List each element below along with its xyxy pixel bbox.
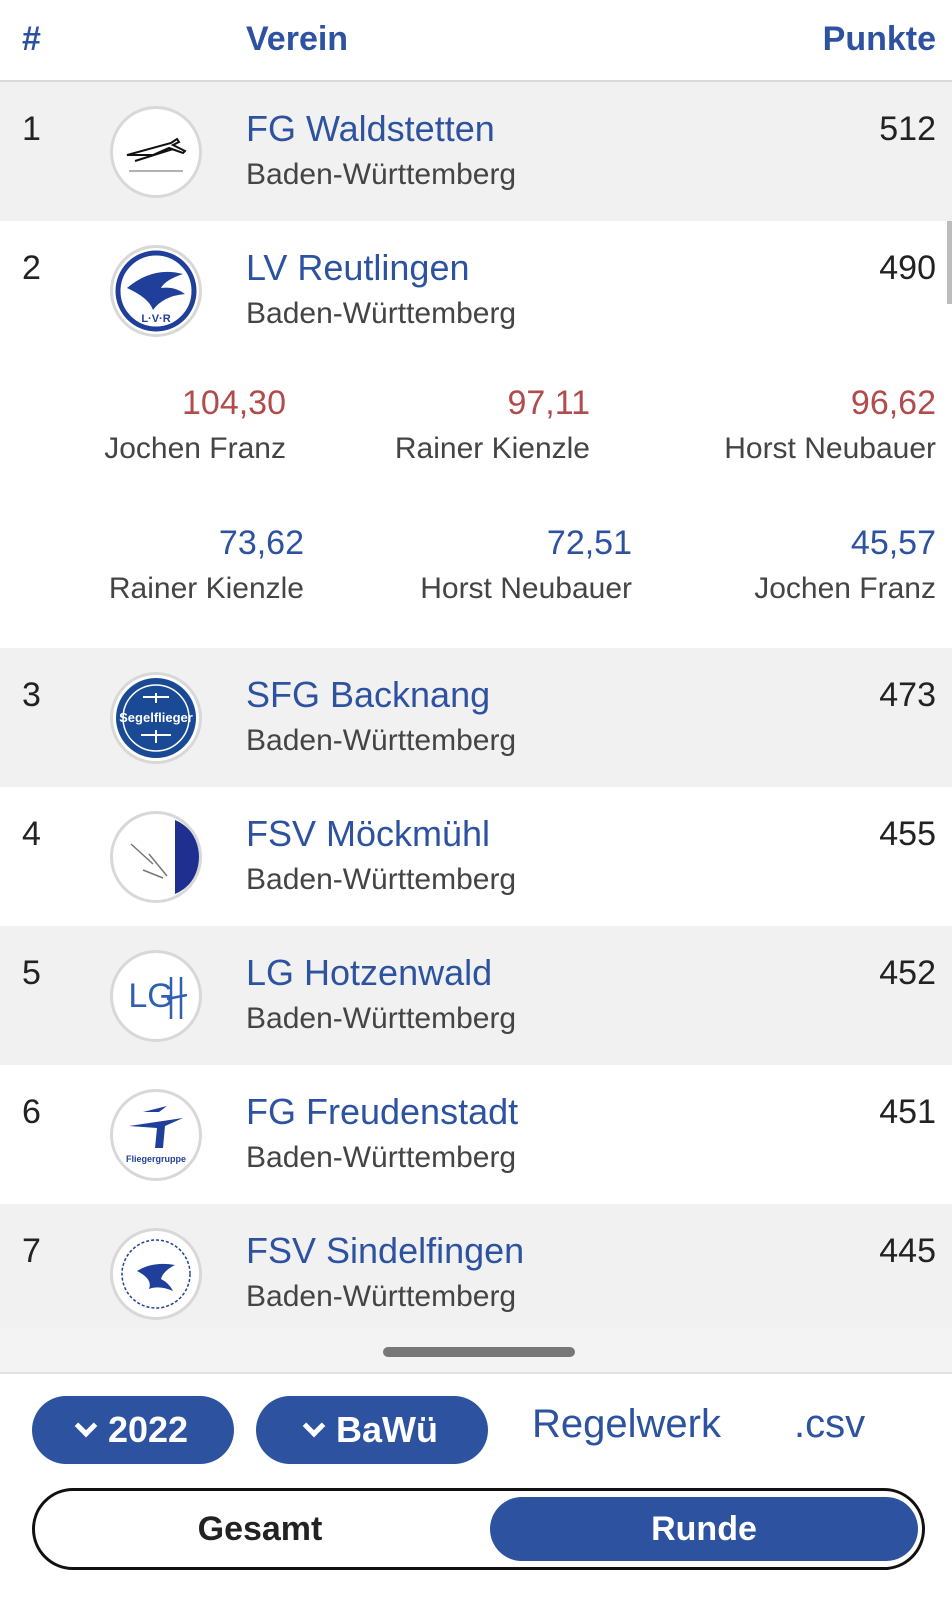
pilot-score-cell[interactable]: 97,11 Rainer Kienzle	[395, 380, 590, 472]
rank-number: 5	[22, 954, 41, 992]
table-row[interactable]: 1 FG Waldstetten Baden-Württemberg 512	[0, 82, 952, 221]
rank-number: 2	[22, 249, 41, 287]
club-name-link[interactable]: LG Hotzenwald	[246, 952, 493, 993]
table-header: # Verein Punkte	[0, 0, 952, 82]
table-row[interactable]: 4 FSV Möckmühl Baden-Württemberg 455	[0, 787, 952, 926]
pilot-score: 72,51	[546, 524, 632, 562]
scrollbar-handle[interactable]	[383, 1347, 575, 1357]
pilot-name: Horst Neubauer	[724, 432, 936, 465]
table-row[interactable]: 6 Fliegergruppe FG Freudenstadt Baden-Wü…	[0, 1065, 952, 1204]
rank-number: 6	[22, 1093, 41, 1131]
club-name-link[interactable]: FG Waldstetten	[246, 108, 495, 149]
club-region: Baden-Württemberg	[246, 1141, 517, 1174]
club-column-header[interactable]: Verein	[246, 20, 349, 58]
table-row[interactable]: 7 FSV Sindelfingen Baden-Württemberg 445	[0, 1204, 952, 1328]
toggle-gesamt[interactable]: Gesamt	[197, 1509, 323, 1548]
club-logo-lgh-icon: LG	[110, 950, 202, 1042]
club-points: 445	[879, 1232, 936, 1270]
rank-number: 3	[22, 676, 41, 714]
club-name-link[interactable]: SFG Backnang	[246, 674, 491, 715]
pilot-score-cell[interactable]: 104,30 Jochen Franz	[104, 380, 286, 472]
club-region: Baden-Württemberg	[246, 863, 517, 896]
pilot-score-cell[interactable]: 73,62 Rainer Kienzle	[109, 520, 304, 612]
club-logo-eagle-seal-icon	[110, 1228, 202, 1320]
year-dropdown-label: 2022	[107, 1409, 189, 1450]
pilot-score-cell[interactable]: 72,51 Horst Neubauer	[420, 520, 632, 612]
pilot-name: Jochen Franz	[104, 432, 286, 465]
club-name-link[interactable]: FG Freudenstadt	[246, 1091, 519, 1132]
club-region: Baden-Württemberg	[246, 158, 517, 191]
pilot-scores-row-2: 73,62 Rainer Kienzle 72,51 Horst Neubaue…	[0, 520, 952, 630]
svg-text:LG: LG	[128, 977, 173, 1015]
footer-controls: 2022 BaWü Regelwerk .csv Gesamt Runde	[0, 1376, 952, 1600]
pilot-score: 45,57	[850, 524, 936, 562]
pilot-score: 96,62	[850, 384, 936, 422]
rank-number: 7	[22, 1232, 41, 1270]
pilot-score: 104,30	[182, 384, 286, 422]
horizontal-scrollbar[interactable]	[0, 1328, 952, 1374]
chevron-down-icon	[74, 1414, 98, 1438]
view-toggle[interactable]: Gesamt Runde	[32, 1488, 925, 1570]
pilot-score: 97,11	[507, 384, 590, 422]
club-region: Baden-Württemberg	[246, 297, 517, 330]
club-points: 452	[879, 954, 936, 992]
pilot-name: Rainer Kienzle	[394, 432, 590, 465]
points-column-header[interactable]: Punkte	[822, 20, 936, 58]
pilot-name: Horst Neubauer	[420, 572, 632, 605]
rank-number: 4	[22, 815, 41, 853]
csv-export-link[interactable]: .csv	[794, 1402, 866, 1446]
club-region: Baden-Württemberg	[246, 724, 517, 757]
club-points: 490	[879, 249, 936, 287]
pilot-score-cell[interactable]: 96,62 Horst Neubauer	[724, 380, 936, 472]
svg-text:Fliegergruppe: Fliegergruppe	[126, 1154, 186, 1164]
pilot-scores-row-1: 104,30 Jochen Franz 97,11 Rainer Kienzle…	[0, 380, 952, 490]
region-dropdown[interactable]: BaWü	[256, 1396, 488, 1464]
club-region: Baden-Württemberg	[246, 1280, 517, 1313]
table-row-expanded[interactable]: 2 L·V·R LV Reutlingen Baden-Württemberg …	[0, 221, 952, 360]
pilot-scores-detail: 104,30 Jochen Franz 97,11 Rainer Kienzle…	[0, 360, 952, 648]
club-name-link[interactable]: FSV Möckmühl	[246, 813, 491, 854]
region-dropdown-label: BaWü	[336, 1409, 438, 1450]
club-logo-segelflieger-icon: Segelflieger	[110, 672, 202, 764]
pilot-name: Rainer Kienzle	[108, 572, 304, 605]
club-name-link[interactable]: FSV Sindelfingen	[246, 1230, 525, 1271]
year-dropdown[interactable]: 2022	[32, 1396, 234, 1464]
ranking-list[interactable]: 1 FG Waldstetten Baden-Württemberg 512 2…	[0, 82, 952, 1328]
table-row[interactable]: 3 Segelflieger SFG Backnang Baden-Württe…	[0, 648, 952, 787]
toggle-runde[interactable]: Runde	[490, 1497, 918, 1561]
rules-link[interactable]: Regelwerk	[532, 1402, 721, 1446]
club-points: 473	[879, 676, 936, 714]
rank-number: 1	[22, 110, 41, 148]
club-logo-glider-icon	[110, 106, 202, 198]
chevron-down-icon	[302, 1414, 326, 1438]
club-logo-fliegergruppe-icon: Fliegergruppe	[110, 1089, 202, 1181]
pilot-score-cell[interactable]: 45,57 Jochen Franz	[754, 520, 936, 612]
svg-text:Segelflieger: Segelflieger	[119, 710, 193, 725]
pilot-name: Jochen Franz	[754, 572, 936, 605]
pilot-score: 73,62	[218, 524, 304, 562]
club-logo-bird-icon: L·V·R	[110, 245, 202, 337]
svg-text:L·V·R: L·V·R	[141, 313, 170, 325]
club-logo-half-moon-icon	[110, 811, 202, 903]
club-name-link[interactable]: LV Reutlingen	[246, 247, 470, 288]
table-row[interactable]: 5 LG LG Hotzenwald Baden-Württemberg 452	[0, 926, 952, 1065]
club-points: 512	[879, 110, 936, 148]
club-region: Baden-Württemberg	[246, 1002, 517, 1035]
rank-column-header: #	[22, 20, 41, 58]
club-points: 455	[879, 815, 936, 853]
club-points: 451	[879, 1093, 936, 1131]
